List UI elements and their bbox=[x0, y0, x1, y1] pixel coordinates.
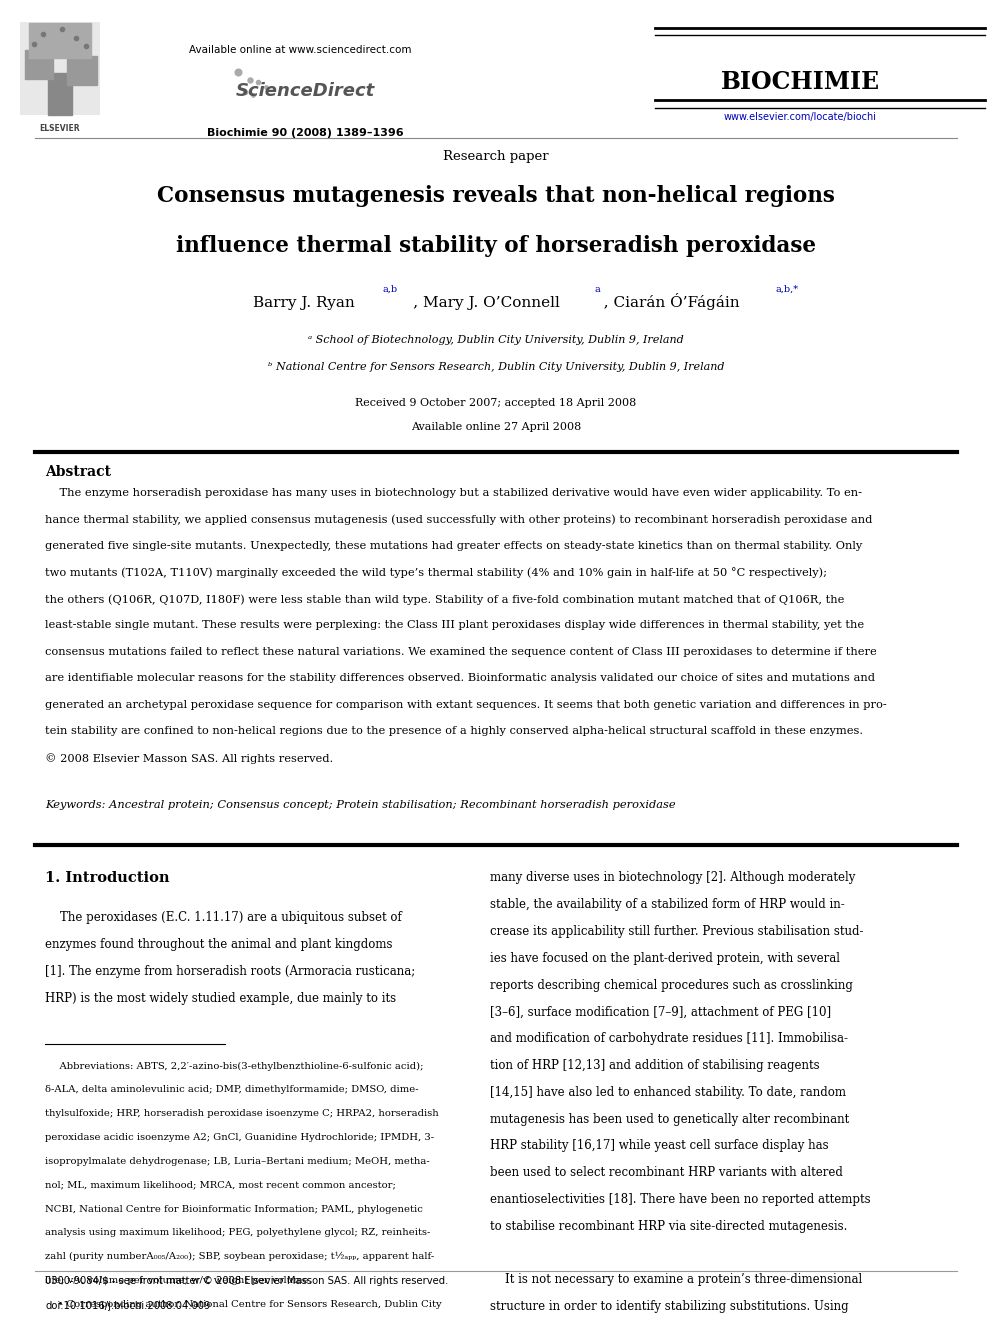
Text: ᵃ School of Biotechnology, Dublin City University, Dublin 9, Ireland: ᵃ School of Biotechnology, Dublin City U… bbox=[309, 335, 683, 345]
Text: HRP stability [16,17] while yeast cell surface display has: HRP stability [16,17] while yeast cell s… bbox=[490, 1139, 828, 1152]
Text: structure in order to identify stabilizing substitutions. Using: structure in order to identify stabilizi… bbox=[490, 1301, 848, 1314]
Bar bbox=[20, 22, 100, 115]
Text: zahl (purity numberA₀₀₅/A₂₀₀); SBP, soybean peroxidase; t½ₐₚₚ, apparent half-: zahl (purity numberA₀₀₅/A₂₀₀); SBP, soyb… bbox=[45, 1252, 434, 1261]
Text: generated five single-site mutants. Unexpectedly, these mutations had greater ef: generated five single-site mutants. Unex… bbox=[45, 541, 862, 550]
Text: generated an archetypal peroxidase sequence for comparison with extant sequences: generated an archetypal peroxidase seque… bbox=[45, 700, 887, 710]
Text: thylsulfoxide; HRP, horseradish peroxidase isoenzyme C; HRPA2, horseradish: thylsulfoxide; HRP, horseradish peroxida… bbox=[45, 1109, 438, 1118]
Text: many diverse uses in biotechnology [2]. Although moderately: many diverse uses in biotechnology [2]. … bbox=[490, 872, 855, 885]
Text: It is not necessary to examine a protein’s three-dimensional: It is not necessary to examine a protein… bbox=[490, 1274, 862, 1286]
Text: been used to select recombinant HRP variants with altered: been used to select recombinant HRP vari… bbox=[490, 1167, 843, 1179]
Text: a,b: a,b bbox=[382, 284, 397, 294]
Text: Research paper: Research paper bbox=[443, 149, 549, 163]
Text: ies have focused on the plant-derived protein, with several: ies have focused on the plant-derived pr… bbox=[490, 953, 840, 964]
Polygon shape bbox=[66, 56, 97, 85]
Text: 0300-9084/$ - see front matter © 2008 Elsevier Masson SAS. All rights reserved.: 0300-9084/$ - see front matter © 2008 El… bbox=[45, 1275, 448, 1286]
Text: Consensus mutagenesis reveals that non-helical regions: Consensus mutagenesis reveals that non-h… bbox=[157, 185, 835, 206]
Text: nol; ML, maximum likelihood; MRCA, most recent common ancestor;: nol; ML, maximum likelihood; MRCA, most … bbox=[45, 1180, 396, 1189]
Text: stable, the availability of a stabilized form of HRP would in-: stable, the availability of a stabilized… bbox=[490, 898, 845, 912]
Text: www.elsevier.com/locate/biochi: www.elsevier.com/locate/biochi bbox=[723, 112, 877, 122]
Text: tion of HRP [12,13] and addition of stabilising reagents: tion of HRP [12,13] and addition of stab… bbox=[490, 1060, 819, 1072]
Text: NCBI, National Centre for Bioinformatic Information; PAML, phylogenetic: NCBI, National Centre for Bioinformatic … bbox=[45, 1204, 423, 1213]
Text: enantioselectivities [18]. There have been no reported attempts: enantioselectivities [18]. There have be… bbox=[490, 1193, 871, 1207]
Text: [14,15] have also led to enhanced stability. To date, random: [14,15] have also led to enhanced stabil… bbox=[490, 1086, 846, 1099]
Text: HRP) is the most widely studied example, due mainly to its: HRP) is the most widely studied example,… bbox=[45, 992, 396, 1005]
Text: crease its applicability still further. Previous stabilisation stud-: crease its applicability still further. … bbox=[490, 925, 863, 938]
Polygon shape bbox=[25, 49, 53, 79]
Text: life; v/v, volume per volume; w/v, weight per volume.: life; v/v, volume per volume; w/v, weigh… bbox=[45, 1275, 311, 1285]
Text: δ-ALA, delta aminolevulinic acid; DMP, dimethylformamide; DMSO, dime-: δ-ALA, delta aminolevulinic acid; DMP, d… bbox=[45, 1085, 419, 1094]
Text: isopropylmalate dehydrogenase; LB, Luria–Bertani medium; MeOH, metha-: isopropylmalate dehydrogenase; LB, Luria… bbox=[45, 1156, 430, 1166]
Text: doi:10.1016/j.biochi.2008.04.009: doi:10.1016/j.biochi.2008.04.009 bbox=[45, 1301, 210, 1311]
Text: hance thermal stability, we applied consensus mutagenesis (used successfully wit: hance thermal stability, we applied cons… bbox=[45, 515, 872, 525]
Text: [1]. The enzyme from horseradish roots (Armoracia rusticana;: [1]. The enzyme from horseradish roots (… bbox=[45, 964, 416, 978]
Text: consensus mutations failed to reflect these natural variations. We examined the : consensus mutations failed to reflect th… bbox=[45, 647, 877, 658]
Text: and modification of carbohydrate residues [11]. Immobilisa-: and modification of carbohydrate residue… bbox=[490, 1032, 848, 1045]
Text: Biochimie 90 (2008) 1389–1396: Biochimie 90 (2008) 1389–1396 bbox=[206, 128, 404, 138]
Polygon shape bbox=[48, 73, 71, 115]
Text: ELSEVIER: ELSEVIER bbox=[39, 124, 79, 132]
Text: influence thermal stability of horseradish peroxidase: influence thermal stability of horseradi… bbox=[176, 235, 816, 257]
Text: two mutants (T102A, T110V) marginally exceeded the wild type’s thermal stability: two mutants (T102A, T110V) marginally ex… bbox=[45, 568, 827, 578]
Polygon shape bbox=[30, 24, 90, 58]
Text: The enzyme horseradish peroxidase has many uses in biotechnology but a stabilize: The enzyme horseradish peroxidase has ma… bbox=[45, 488, 862, 497]
Text: Keywords: Ancestral protein; Consensus concept; Protein stabilisation; Recombina: Keywords: Ancestral protein; Consensus c… bbox=[45, 799, 676, 810]
Text: ScienceDirect: ScienceDirect bbox=[235, 82, 375, 101]
Text: Available online 27 April 2008: Available online 27 April 2008 bbox=[411, 422, 581, 433]
Text: © 2008 Elsevier Masson SAS. All rights reserved.: © 2008 Elsevier Masson SAS. All rights r… bbox=[45, 753, 333, 763]
Text: Available online at www.sciencedirect.com: Available online at www.sciencedirect.co… bbox=[188, 45, 412, 56]
Text: Abbreviations: ABTS, 2,2′-azino-bis(3-ethylbenzthioline-6-sulfonic acid);: Abbreviations: ABTS, 2,2′-azino-bis(3-et… bbox=[45, 1061, 424, 1070]
Text: tein stability are confined to non-helical regions due to the presence of a high: tein stability are confined to non-helic… bbox=[45, 726, 863, 737]
Text: BIOCHIMIE: BIOCHIMIE bbox=[720, 70, 880, 94]
Text: reports describing chemical procedures such as crosslinking: reports describing chemical procedures s… bbox=[490, 979, 853, 992]
Text: the others (Q106R, Q107D, I180F) were less stable than wild type. Stability of a: the others (Q106R, Q107D, I180F) were le… bbox=[45, 594, 844, 605]
Text: enzymes found throughout the animal and plant kingdoms: enzymes found throughout the animal and … bbox=[45, 938, 393, 951]
Text: The peroxidases (E.C. 1.11.17) are a ubiquitous subset of: The peroxidases (E.C. 1.11.17) are a ubi… bbox=[45, 912, 402, 925]
Text: [3–6], surface modification [7–9], attachment of PEG [10]: [3–6], surface modification [7–9], attac… bbox=[490, 1005, 831, 1019]
Text: peroxidase acidic isoenzyme A2; GnCl, Guanidine Hydrochloride; IPMDH, 3-: peroxidase acidic isoenzyme A2; GnCl, Gu… bbox=[45, 1132, 434, 1142]
Text: mutagenesis has been used to genetically alter recombinant: mutagenesis has been used to genetically… bbox=[490, 1113, 849, 1126]
Text: 1. Introduction: 1. Introduction bbox=[45, 872, 170, 885]
Text: ᵇ National Centre for Sensors Research, Dublin City University, Dublin 9, Irelan: ᵇ National Centre for Sensors Research, … bbox=[268, 363, 724, 372]
Text: Abstract: Abstract bbox=[45, 464, 111, 479]
Text: Barry J. Ryan            , Mary J. O’Connell         , Ciarán Ó’Fágáin: Barry J. Ryan , Mary J. O’Connell , Ciar… bbox=[253, 292, 739, 310]
Text: to stabilise recombinant HRP via site-directed mutagenesis.: to stabilise recombinant HRP via site-di… bbox=[490, 1220, 847, 1233]
Text: a,b,*: a,b,* bbox=[775, 284, 799, 294]
Text: are identifiable molecular reasons for the stability differences observed. Bioin: are identifiable molecular reasons for t… bbox=[45, 673, 875, 684]
Text: a: a bbox=[594, 284, 600, 294]
Text: least-stable single mutant. These results were perplexing: the Class III plant p: least-stable single mutant. These result… bbox=[45, 620, 864, 631]
Text: Received 9 October 2007; accepted 18 April 2008: Received 9 October 2007; accepted 18 Apr… bbox=[355, 398, 637, 407]
Text: • Corresponding author. National Centre for Sensors Research, Dublin City: • Corresponding author. National Centre … bbox=[45, 1299, 441, 1308]
Text: analysis using maximum likelihood; PEG, polyethylene glycol; RZ, reinheits-: analysis using maximum likelihood; PEG, … bbox=[45, 1228, 431, 1237]
